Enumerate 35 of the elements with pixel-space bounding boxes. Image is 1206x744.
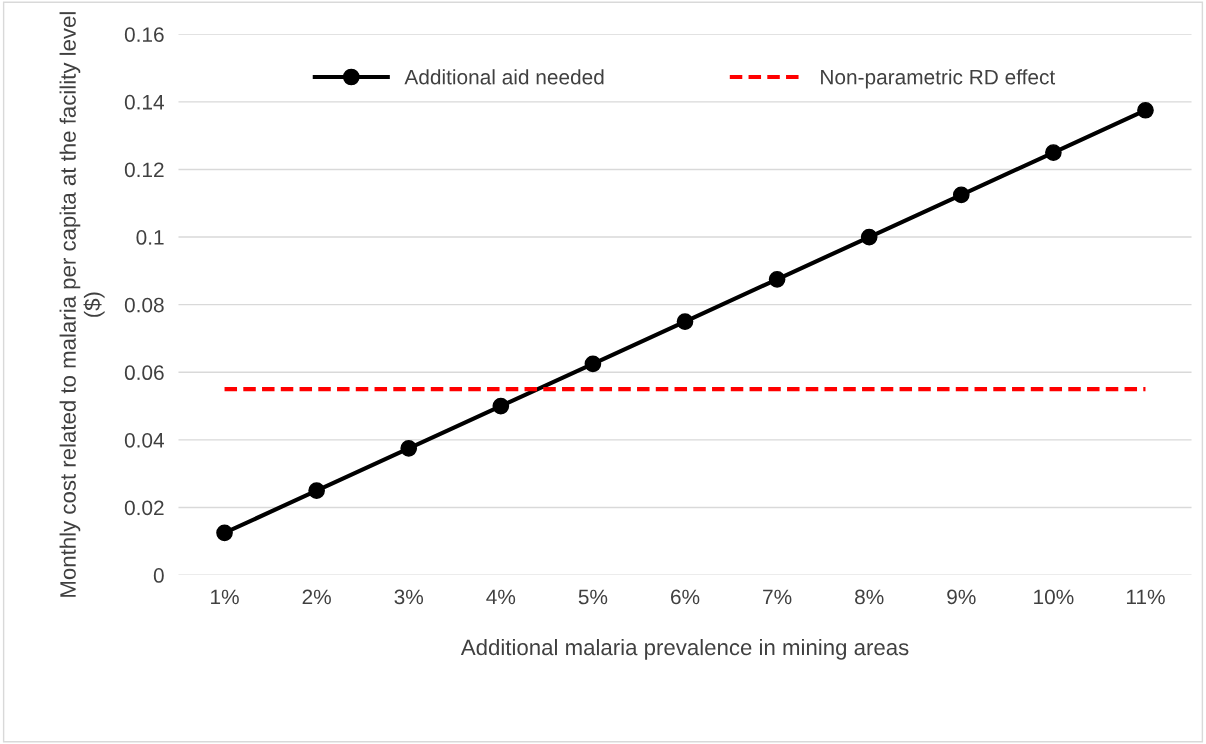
y-tick-label: 0.04 bbox=[124, 432, 164, 448]
x-tick-label: 8% bbox=[855, 589, 884, 605]
legend-label: Additional aid needed bbox=[404, 69, 604, 85]
point bbox=[952, 186, 970, 204]
x-tick-label: 5% bbox=[578, 589, 608, 605]
x-tick-label: 9% bbox=[947, 589, 976, 605]
y-tick-label: 0.06 bbox=[124, 365, 164, 381]
point bbox=[492, 397, 510, 415]
legend-label: Non-parametric RD effect bbox=[821, 69, 1056, 89]
y-tick-label: 0 bbox=[153, 568, 164, 583]
y-tick-label: 0.12 bbox=[124, 162, 164, 178]
y-axis-title: Monthly cost related to malaria per capita at the facility level ($) bbox=[59, 12, 105, 597]
point bbox=[768, 270, 786, 288]
point bbox=[308, 482, 325, 499]
x-tick-label: 6% bbox=[671, 589, 700, 605]
point bbox=[860, 228, 878, 246]
x-tick-label: 11% bbox=[1126, 589, 1165, 605]
x-tick-label: 2% bbox=[302, 589, 331, 605]
point bbox=[400, 440, 418, 457]
y-tick-label: 0.1 bbox=[136, 230, 164, 245]
x-tick-label: 7% bbox=[763, 589, 792, 605]
point bbox=[584, 355, 602, 373]
point bbox=[1137, 101, 1154, 119]
x-tick-label: 4% bbox=[486, 589, 516, 605]
x-tick-label: 1% bbox=[211, 589, 239, 605]
y-tick-label: 0.02 bbox=[124, 500, 164, 516]
point bbox=[216, 524, 233, 542]
y-tick-label: 0.16 bbox=[124, 27, 164, 42]
x-tick-label: 10% bbox=[1034, 589, 1074, 605]
point bbox=[1045, 144, 1062, 161]
point bbox=[676, 313, 694, 330]
x-axis-title: Additional malaria prevalence in mining areas bbox=[460, 638, 909, 660]
y-tick-label: 0.14 bbox=[124, 94, 164, 110]
x-tick-label: 3% bbox=[394, 589, 424, 605]
y-tick-label: 0.08 bbox=[124, 297, 164, 313]
